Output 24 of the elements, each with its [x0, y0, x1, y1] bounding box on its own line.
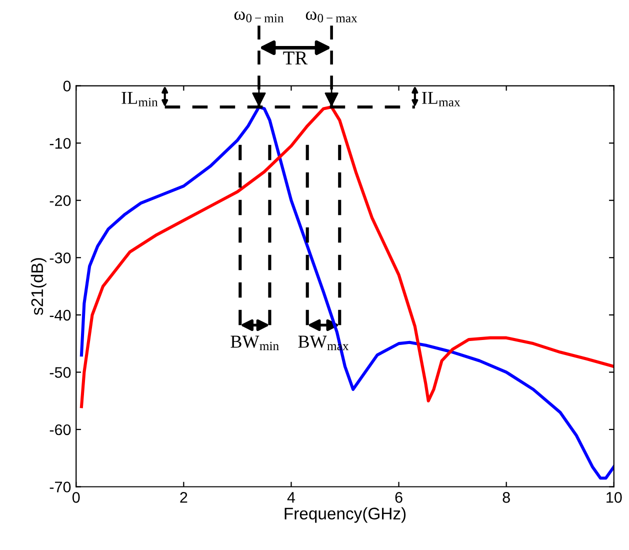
- annotation: IL$_{min}$: [122, 92, 158, 106]
- annotation: IL$_{max}$: [422, 92, 460, 106]
- x-tick-label: 0: [72, 492, 80, 503]
- y-tick-label: -10: [50, 138, 71, 149]
- y-tick-label: -40: [50, 310, 71, 321]
- x-tick-label: 2: [180, 492, 188, 503]
- line-series: [80, 105, 614, 408]
- x-tick-label: 6: [395, 492, 402, 503]
- x-axis-title: Frequency(GHz): [284, 507, 406, 523]
- annotation: BW$_{min}$: [230, 336, 279, 350]
- y-tick-label: 0: [63, 80, 71, 92]
- x-tick-label: 10: [606, 492, 622, 503]
- y-tick-label: -20: [50, 195, 71, 206]
- y-tick-label: -50: [50, 367, 71, 378]
- y-axis-title: s21(dB): [30, 258, 46, 315]
- y-tick-label: -30: [50, 252, 71, 264]
- ref-line-label: ω$_{0−max}$: [306, 11, 358, 22]
- text: TR: [283, 52, 308, 64]
- y-tick-label: -60: [50, 424, 71, 436]
- x-tick-label: 8: [502, 492, 510, 503]
- ref-line-label: ω$_{0−min}$: [234, 11, 284, 22]
- line-series: [80, 105, 614, 480]
- y-tick-label: -70: [50, 482, 71, 492]
- x-tick-label: 4: [287, 492, 296, 503]
